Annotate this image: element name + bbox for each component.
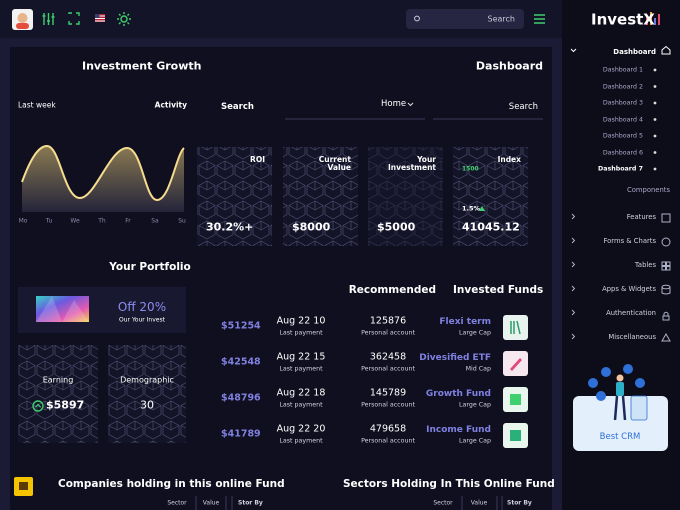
column-header: Sector xyxy=(167,499,187,507)
account-note: Personal account xyxy=(361,365,415,373)
sidebar-link[interactable]: Dashboard 4 xyxy=(602,115,643,123)
account-number: 125876 xyxy=(369,315,407,327)
index-change: 1.5% xyxy=(462,204,481,213)
day-label: Sa xyxy=(151,217,159,225)
day-label: Tu xyxy=(45,217,53,225)
account-note: Personal account xyxy=(361,329,415,337)
fund-name[interactable]: Flexi term xyxy=(439,316,491,327)
account-number: 145789 xyxy=(369,387,407,399)
activity-label: Activity xyxy=(154,100,187,110)
fund-cap: Large Cap xyxy=(459,329,491,337)
card-value: 30 xyxy=(140,398,154,412)
card-value: $5897 xyxy=(46,398,85,412)
card-label: Demographic xyxy=(120,375,174,385)
stat-label: Index xyxy=(497,154,521,164)
payment-note: Last payment xyxy=(279,437,323,445)
amount: $51254 xyxy=(221,320,261,332)
sidebar-menu-item[interactable]: Features xyxy=(626,213,656,222)
stat-value: 41045.12 xyxy=(462,220,520,234)
payment-note: Last payment xyxy=(279,365,323,373)
amount: $42548 xyxy=(221,356,261,368)
day-label: We xyxy=(70,217,80,225)
stat-value: 30.2%+ xyxy=(206,220,254,234)
section-title: Investment Growth xyxy=(82,59,202,73)
home-select[interactable]: Home xyxy=(381,99,407,110)
day-label: Th xyxy=(98,217,106,225)
account-note: Personal account xyxy=(361,437,415,445)
payment-date: Aug 22 20 xyxy=(276,423,326,435)
account-number: 362458 xyxy=(369,351,407,363)
sidebar-heading: Components xyxy=(626,186,670,195)
section-title: Your Portfolio xyxy=(109,260,191,273)
payment-note: Last payment xyxy=(279,401,323,409)
stat-label: Your Investment xyxy=(388,154,436,172)
sidebar-menu-item[interactable]: Miscellaneous xyxy=(608,333,656,342)
stat-value: $8000 xyxy=(292,220,331,234)
fund-name[interactable]: Income Fund xyxy=(426,424,491,435)
search-input[interactable]: Search xyxy=(487,14,515,24)
column-header: Value xyxy=(202,499,220,507)
sidebar-section[interactable]: Dashboard xyxy=(613,47,656,56)
section-title: Companies holding in this online Fund xyxy=(58,477,285,490)
fund-name[interactable]: Growth Fund xyxy=(425,388,491,399)
sidebar-link[interactable]: Dashboard 2 xyxy=(602,82,643,90)
sidebar-link[interactable]: Dashboard 6 xyxy=(602,148,643,156)
account-number: 479658 xyxy=(369,423,407,435)
sidebar-menu-item[interactable]: Tables xyxy=(634,261,656,270)
period-label: Last week xyxy=(18,100,56,110)
fund-cap: Mid Cap xyxy=(465,365,491,373)
day-label: Mo xyxy=(18,217,28,225)
column-header: Sector xyxy=(433,499,453,507)
card-label: Earning xyxy=(42,375,74,385)
search-input[interactable]: Search xyxy=(508,102,538,113)
promo-label[interactable]: Best CRM xyxy=(599,432,641,443)
payment-date: Aug 22 10 xyxy=(276,315,326,327)
stat-label: ROI xyxy=(250,154,265,164)
sidebar-menu-item[interactable]: Apps & Widgets xyxy=(602,285,656,294)
day-label: Su xyxy=(178,217,186,225)
stat-value: $5000 xyxy=(377,220,416,234)
section-title: Invested Funds xyxy=(453,283,544,296)
breadcrumb: Dashboard xyxy=(475,59,543,73)
stat-label: Current Value xyxy=(318,154,351,172)
section-title: Recommended xyxy=(348,283,436,296)
sidebar-menu-item[interactable]: Forms & Charts xyxy=(603,237,656,246)
day-label: Fr xyxy=(125,217,131,225)
payment-date: Aug 22 15 xyxy=(276,351,326,363)
payment-date: Aug 22 18 xyxy=(276,387,326,399)
account-note: Personal account xyxy=(361,401,415,409)
amount: $41789 xyxy=(221,428,261,440)
sidebar-link[interactable]: Dashboard 7 xyxy=(598,165,643,173)
offer-title: Off 20% xyxy=(117,300,167,315)
search-label: Search xyxy=(221,102,254,113)
column-header: Stor By xyxy=(238,499,263,507)
amount: $48796 xyxy=(221,392,261,404)
payment-note: Last payment xyxy=(279,329,323,337)
index-badge: 1500 xyxy=(462,165,479,173)
column-header: Value xyxy=(470,499,488,507)
sidebar-menu-item[interactable]: Authentication xyxy=(606,309,656,318)
sidebar-link[interactable]: Dashboard 5 xyxy=(602,132,643,140)
sidebar-link[interactable]: Dashboard 3 xyxy=(602,99,643,107)
section-title: Sectors Holding In This Online Fund xyxy=(343,477,555,490)
column-header: Stor By xyxy=(507,499,532,507)
fund-cap: Large Cap xyxy=(459,437,491,445)
fund-name[interactable]: Divesified ETF xyxy=(419,352,491,363)
fund-cap: Large Cap xyxy=(459,401,491,409)
logo: InvestX xyxy=(591,10,655,29)
sidebar-link[interactable]: Dashboard 1 xyxy=(602,66,643,74)
offer-note: Our Your Invest xyxy=(119,316,165,324)
